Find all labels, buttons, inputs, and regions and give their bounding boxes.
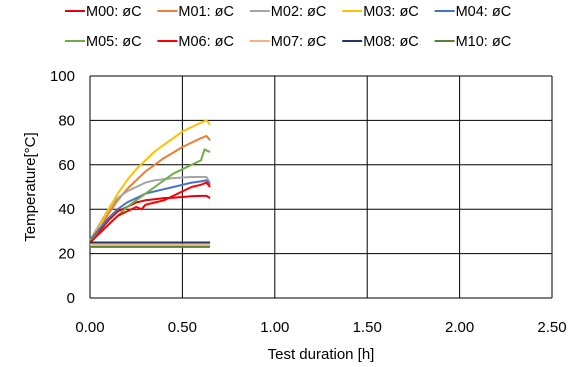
y-tick-label: 60 xyxy=(58,157,75,174)
legend-label: M06: øC xyxy=(178,34,234,50)
y-axis-title: Temperature[°C] xyxy=(22,132,39,241)
gridlines xyxy=(89,75,553,299)
y-tick-label: 20 xyxy=(58,246,75,263)
legend-label: M04: øC xyxy=(456,4,512,20)
legend-label: M05: øC xyxy=(86,34,142,50)
legend-label: M08: øC xyxy=(363,34,419,50)
x-tick-labels: 0.00 0.50 1.00 1.50 2.00 2.50 xyxy=(75,319,566,336)
x-axis-title: Test duration [h] xyxy=(268,346,375,363)
legend-label: M07: øC xyxy=(271,34,327,50)
y-tick-label: 0 xyxy=(67,290,75,307)
legend: M00: øC M01: øC M02: øC M03: øC M04: øC M05: … xyxy=(65,4,511,50)
x-tick-label: 0.00 xyxy=(75,319,104,336)
y-tick-labels: 0 20 40 60 80 100 xyxy=(50,68,75,307)
series-group xyxy=(89,119,211,248)
series-line-m04 xyxy=(89,179,211,241)
series-line-m03 xyxy=(89,119,211,241)
plot-area xyxy=(90,76,552,298)
y-tick-label: 80 xyxy=(58,112,75,129)
x-tick-label: 0.50 xyxy=(168,319,197,336)
legend-label: M02: øC xyxy=(271,4,327,20)
x-tick-label: 1.00 xyxy=(260,319,289,336)
legend-label: M01: øC xyxy=(178,4,234,20)
series-line-m01 xyxy=(89,134,211,241)
legend-label: M00: øC xyxy=(86,4,142,20)
series-line-m00 xyxy=(89,194,211,242)
series-line-m06 xyxy=(89,181,211,244)
y-tick-label: 40 xyxy=(58,201,75,218)
y-tick-label: 100 xyxy=(50,68,75,85)
x-tick-label: 2.00 xyxy=(445,319,474,336)
legend-label: M03: øC xyxy=(363,4,419,20)
legend-label: M10: øC xyxy=(456,34,512,50)
x-tick-label: 2.50 xyxy=(537,319,566,336)
x-tick-label: 1.50 xyxy=(353,319,382,336)
